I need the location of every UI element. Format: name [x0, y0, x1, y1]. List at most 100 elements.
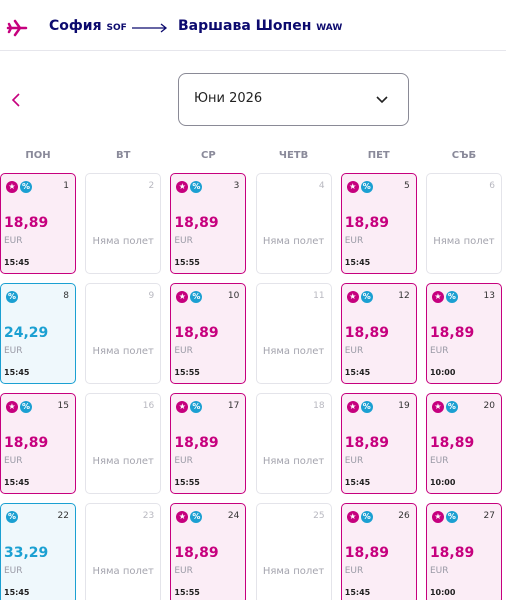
- price: 18,89: [174, 215, 219, 231]
- day-number: 2: [148, 181, 155, 191]
- discount-badge: %: [190, 291, 203, 303]
- day-cell[interactable]: 1 ★% 18,89 EUR 15:45: [0, 173, 76, 274]
- departure-time: 15:45: [344, 258, 371, 267]
- origin: София: [49, 18, 102, 34]
- day-cell[interactable]: 5 ★% 18,89 EUR 15:45: [340, 173, 417, 274]
- star-badge: ★: [6, 181, 18, 193]
- star-badge: ★: [176, 291, 189, 303]
- day-number: 26: [398, 511, 410, 521]
- day-number: 16: [142, 401, 155, 411]
- day-number: 8: [63, 291, 69, 301]
- day-number: 1: [63, 181, 69, 191]
- discount-badge: %: [360, 401, 373, 413]
- star-badge: ★: [176, 401, 189, 413]
- departure-time: 10:00: [429, 588, 456, 597]
- day-cell[interactable]: 15 ★% 18,89 EUR 15:45: [0, 393, 76, 494]
- destination-code: WAW: [316, 23, 343, 33]
- departure-time: 15:45: [4, 258, 30, 267]
- day-cell[interactable]: 10 ★% 18,89 EUR 15:55: [170, 283, 247, 384]
- day-cell: 18 Няма полет: [255, 393, 332, 494]
- day-number: 20: [483, 401, 495, 411]
- day-cell[interactable]: 8% 24,29 EUR 15:45: [0, 283, 76, 384]
- departure-time: 10:00: [429, 478, 456, 487]
- day-number: 22: [57, 511, 69, 521]
- day-cell: 11 Няма полет: [255, 283, 332, 384]
- discount-badge: %: [445, 401, 458, 413]
- discount-badge: %: [20, 181, 32, 193]
- currency: EUR: [429, 346, 449, 356]
- no-flight: Няма полет: [262, 456, 325, 467]
- day-cell[interactable]: 3 ★% 18,89 EUR 15:55: [170, 173, 247, 274]
- discount-badge: %: [190, 181, 203, 193]
- departure-time: 15:55: [174, 588, 200, 597]
- price: 24,29: [4, 325, 49, 341]
- currency: EUR: [174, 456, 193, 466]
- weekdays: ПОН ВТ СР ЧЕТВ ПЕТ СЪБ: [0, 150, 502, 161]
- no-flight: Няма полет: [92, 236, 154, 247]
- price: 18,89: [429, 435, 475, 451]
- day-cell[interactable]: 13 ★% 18,89 EUR 10:00: [425, 283, 502, 384]
- price: 18,89: [429, 545, 475, 561]
- day-cell: 9 Няма полет: [85, 283, 162, 384]
- day-number: 9: [148, 291, 155, 301]
- no-flight: Няма полет: [262, 236, 325, 247]
- no-flight: Няма полет: [92, 346, 154, 357]
- discount-badge: %: [360, 511, 373, 523]
- discount-badge: %: [360, 291, 373, 303]
- currency: EUR: [344, 236, 364, 246]
- day-cell[interactable]: 19 ★% 18,89 EUR 15:45: [340, 393, 417, 494]
- day-number: 6: [489, 181, 495, 191]
- departure-time: 15:45: [4, 478, 30, 487]
- star-badge: ★: [6, 401, 18, 413]
- currency: EUR: [174, 346, 193, 356]
- weekday: ВТ: [115, 150, 131, 161]
- route-origin: София SOF: [49, 18, 127, 34]
- departure-time: 15:45: [344, 368, 371, 377]
- day-cell: 23 Няма полет: [85, 503, 162, 600]
- departure-time: 15:55: [174, 368, 200, 377]
- day-number: 23: [142, 511, 155, 521]
- plane-icon: [6, 19, 28, 37]
- departure-time: 15:45: [344, 588, 371, 597]
- currency: EUR: [429, 456, 449, 466]
- price: 18,89: [344, 215, 390, 231]
- day-number: 4: [318, 181, 325, 191]
- weekday: СЪБ: [451, 150, 477, 161]
- day-cell: 2 Няма полет: [85, 173, 162, 274]
- no-flight: Няма полет: [92, 566, 154, 577]
- discount-badge: %: [445, 291, 458, 303]
- day-cell[interactable]: 22% 33,29 EUR 15:45: [0, 503, 76, 600]
- day-number: 12: [398, 291, 410, 301]
- prev-month[interactable]: [8, 90, 24, 110]
- star-badge: ★: [431, 511, 444, 523]
- day-number: 13: [483, 291, 495, 301]
- day-cell[interactable]: 27 ★% 18,89 EUR 10:00: [425, 503, 502, 600]
- price: 33,29: [4, 545, 49, 561]
- divider: [0, 50, 506, 51]
- star-badge: ★: [176, 511, 189, 523]
- day-cell[interactable]: 17 ★% 18,89 EUR 15:55: [170, 393, 247, 494]
- day-number: 5: [404, 181, 410, 191]
- month-select[interactable]: Юни 2026: [178, 73, 409, 126]
- departure-time: 15:55: [174, 258, 200, 267]
- star-badge: ★: [346, 401, 359, 413]
- price: 18,89: [4, 215, 49, 231]
- day-number: 24: [227, 511, 240, 521]
- day-cell: 16 Няма полет: [85, 393, 162, 494]
- discount-badge: %: [6, 291, 18, 303]
- currency: EUR: [344, 566, 364, 576]
- no-flight: Няма полет: [262, 566, 325, 577]
- day-cell[interactable]: 26 ★% 18,89 EUR 15:45: [340, 503, 417, 600]
- currency: EUR: [4, 236, 23, 246]
- day-cell[interactable]: 20 ★% 18,89 EUR 10:00: [425, 393, 502, 494]
- discount-badge: %: [190, 401, 203, 413]
- day-cell[interactable]: 12 ★% 18,89 EUR 15:45: [340, 283, 417, 384]
- weekday: ЧЕТВ: [278, 150, 309, 161]
- star-badge: ★: [346, 511, 359, 523]
- day-cell[interactable]: 24 ★% 18,89 EUR 15:55: [170, 503, 247, 600]
- discount-badge: %: [20, 401, 32, 413]
- currency: EUR: [344, 456, 364, 466]
- weekday: ПОН: [25, 150, 51, 161]
- price: 18,89: [174, 435, 219, 451]
